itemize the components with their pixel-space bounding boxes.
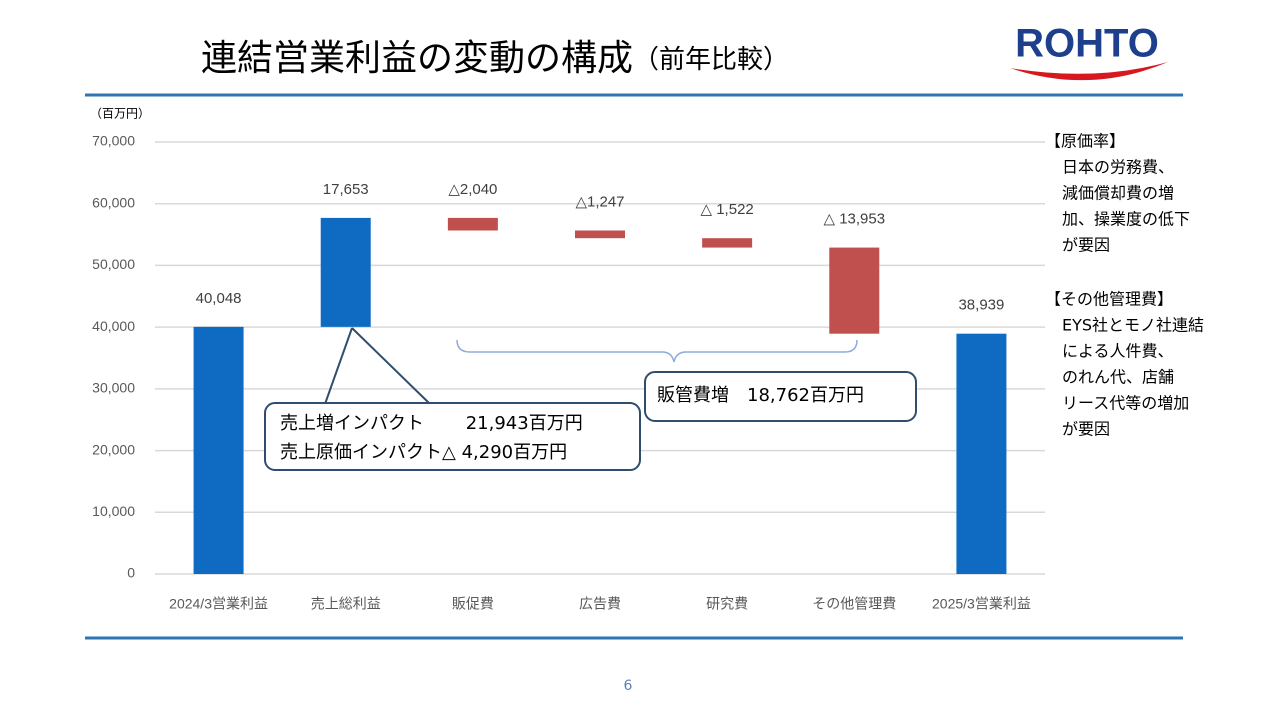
y-tick-label: 70,000 [92,133,135,149]
value-label: 17,653 [323,181,369,198]
callout-box [644,371,917,422]
value-label: △ 1,522 [701,201,754,218]
y-tick-label: 20,000 [92,441,135,457]
y-tick-label: 30,000 [92,380,135,396]
x-tick-label: 2024/3営業利益 [169,596,268,612]
plot: 0 10,000 20,000 30,000 40,000 50,000 60,000 70,… [92,133,1045,612]
callout-text: 販管費増 18,762百万円 [657,385,864,406]
y-tick-label: 60,000 [92,194,135,210]
y-tick-label: 0 [127,565,135,581]
note-heading: 【原価率】 [1045,132,1125,151]
logo-swoosh [1010,62,1168,81]
x-tick-label: 研究費 [706,596,748,612]
value-label: 38,939 [958,297,1004,314]
chart-title: 連結営業利益の変動の構成（前年比較） [201,38,789,79]
y-tick-label: 10,000 [92,503,135,519]
brace [456,339,858,363]
bar [956,333,1007,574]
x-tick-label: その他管理費 [812,596,896,612]
bar [575,230,625,239]
value-label: 40,048 [196,290,242,307]
note-line: のれん代、店舗 [1062,368,1174,387]
callout-line [324,327,353,405]
note-line: EYS社とモノ社連結 [1062,316,1204,335]
notes: 【原価率】日本の労務費、減価償却費の増加、操業度の低下が要因【その他管理費】EY… [1045,132,1204,439]
callout-text: 売上増インパクト 21,943百万円 [280,413,583,434]
x-tick-label: 広告費 [579,596,621,612]
note-heading: 【その他管理費】 [1045,290,1173,309]
y-tick-label: 40,000 [92,318,135,334]
note-line: が要因 [1062,420,1110,439]
bar [447,217,498,231]
note-line: 減価償却費の増 [1062,184,1174,203]
y-axis-unit: （百万円） [90,107,150,121]
callout-line [351,327,431,405]
x-tick-label: 販促費 [452,596,494,612]
value-label: △2,040 [448,181,497,198]
value-label: △1,247 [575,193,624,210]
note-line: リース代等の増加 [1062,394,1189,413]
title-main: 連結営業利益の変動の構成 [201,38,633,79]
value-label: △ 13,953 [823,211,885,228]
callout-text: 売上原価インパクト△ 4,290百万円 [280,442,567,463]
y-tick-label: 50,000 [92,256,135,272]
x-tick-label: 売上総利益 [311,596,381,612]
page-number: 6 [624,678,633,694]
note-line: による人件費、 [1062,342,1174,361]
bar [320,217,371,327]
bar [193,326,244,574]
title-sub: （前年比較） [633,45,789,75]
bar [829,247,880,334]
x-tick-label: 2025/3営業利益 [932,596,1031,612]
note-line: が要因 [1062,236,1110,255]
note-line: 加、操業度の低下 [1062,210,1190,229]
bar [702,238,753,248]
note-line: 日本の労務費、 [1062,158,1174,177]
callout-box [264,402,641,471]
logo: ROHTO [1015,22,1159,66]
